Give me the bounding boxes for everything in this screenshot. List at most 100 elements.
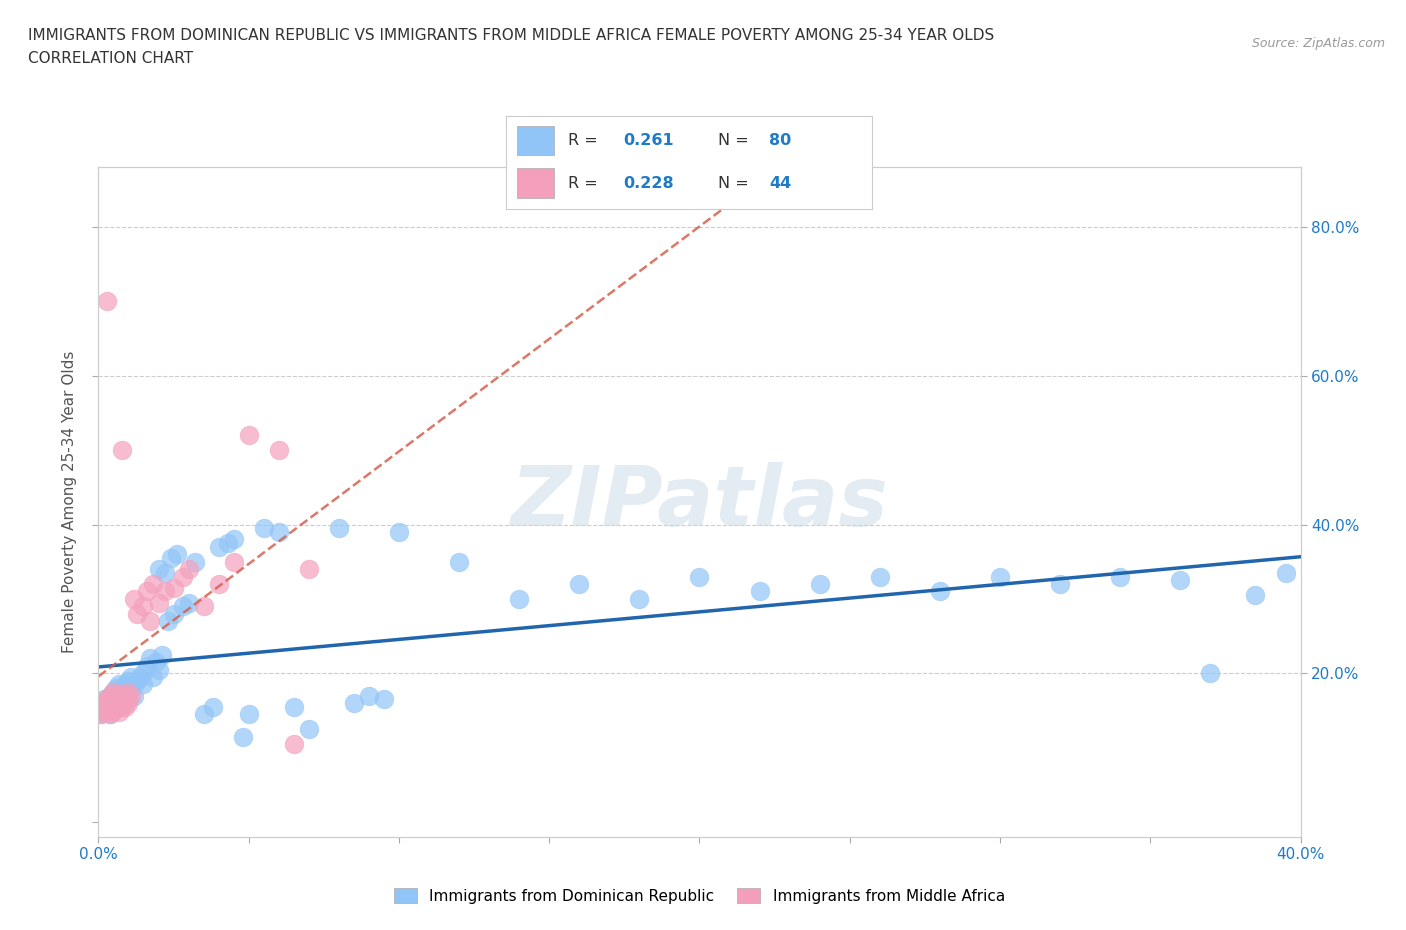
Point [193, 599, 215, 614]
Point [124, 591, 146, 606]
Point [357, 688, 380, 703]
Point [177, 595, 200, 610]
Point [177, 562, 200, 577]
Text: N =: N = [718, 133, 754, 148]
Point [117, 684, 139, 699]
Point [124, 688, 146, 703]
Point [162, 580, 184, 595]
Point [343, 696, 366, 711]
Point [111, 692, 134, 707]
Point [100, 699, 122, 714]
Text: Source: ZipAtlas.com: Source: ZipAtlas.com [1251, 37, 1385, 50]
Point [129, 670, 152, 684]
Point [93, 705, 115, 720]
Point [103, 703, 125, 718]
Point [108, 677, 131, 692]
Point [96, 703, 118, 718]
Point [132, 599, 155, 614]
Point [238, 428, 260, 443]
Point [183, 554, 205, 569]
Text: ZIPatlas: ZIPatlas [510, 461, 889, 543]
Text: 80: 80 [769, 133, 792, 148]
Point [127, 606, 149, 621]
Point [108, 696, 131, 711]
Point [162, 606, 184, 621]
Point [100, 688, 122, 703]
Point [172, 569, 194, 584]
Bar [517, 126, 554, 155]
Y-axis label: Female Poverty Among 25-34 Year Olds: Female Poverty Among 25-34 Year Olds [62, 351, 77, 654]
Point [100, 688, 122, 703]
Point [568, 577, 591, 591]
Point [141, 577, 163, 591]
Text: 0.228: 0.228 [623, 176, 673, 191]
Point [929, 584, 952, 599]
Point [114, 688, 136, 703]
Text: R =: R = [568, 133, 603, 148]
Point [447, 554, 470, 569]
Point [153, 584, 176, 599]
Point [159, 551, 181, 565]
Point [283, 699, 305, 714]
Text: N =: N = [718, 176, 754, 191]
Point [267, 443, 290, 458]
Point [93, 694, 115, 709]
Point [1274, 565, 1296, 580]
Point [148, 595, 170, 610]
Point [108, 688, 131, 703]
Point [105, 681, 128, 696]
Point [114, 690, 136, 705]
Point [689, 569, 711, 584]
Point [283, 737, 305, 751]
Point [117, 673, 139, 688]
Text: 0.261: 0.261 [623, 133, 673, 148]
Point [298, 562, 321, 577]
Point [298, 722, 321, 737]
Point [124, 677, 146, 692]
Point [1199, 666, 1222, 681]
Point [148, 562, 170, 577]
Point [153, 565, 176, 580]
Point [96, 703, 118, 718]
Point [217, 536, 239, 551]
Point [208, 577, 231, 591]
Point [138, 651, 160, 666]
Point [373, 692, 395, 707]
Point [141, 670, 163, 684]
Point [1109, 569, 1132, 584]
Point [1049, 577, 1071, 591]
Point [193, 707, 215, 722]
Point [90, 707, 112, 722]
Point [253, 521, 276, 536]
Point [90, 707, 112, 722]
Point [222, 554, 245, 569]
Point [100, 707, 122, 722]
Point [105, 688, 128, 703]
Point [105, 692, 128, 707]
Point [108, 686, 131, 701]
Point [232, 729, 254, 744]
Point [121, 681, 143, 696]
Point [105, 699, 128, 714]
Legend: Immigrants from Dominican Republic, Immigrants from Middle Africa: Immigrants from Dominican Republic, Immi… [388, 882, 1011, 910]
Point [156, 614, 179, 629]
Point [628, 591, 651, 606]
Point [172, 599, 194, 614]
Point [111, 692, 134, 707]
Point [117, 684, 139, 699]
Point [111, 699, 134, 714]
Point [988, 569, 1011, 584]
Point [111, 684, 134, 699]
Point [388, 525, 411, 539]
Point [90, 696, 112, 711]
Point [114, 677, 136, 692]
Text: IMMIGRANTS FROM DOMINICAN REPUBLIC VS IMMIGRANTS FROM MIDDLE AFRICA FEMALE POVER: IMMIGRANTS FROM DOMINICAN REPUBLIC VS IM… [28, 28, 994, 43]
Point [93, 699, 115, 714]
Point [100, 707, 122, 722]
Point [111, 443, 134, 458]
Point [103, 696, 125, 711]
Point [135, 584, 157, 599]
Point [93, 692, 115, 707]
Point [103, 684, 125, 699]
Point [96, 699, 118, 714]
